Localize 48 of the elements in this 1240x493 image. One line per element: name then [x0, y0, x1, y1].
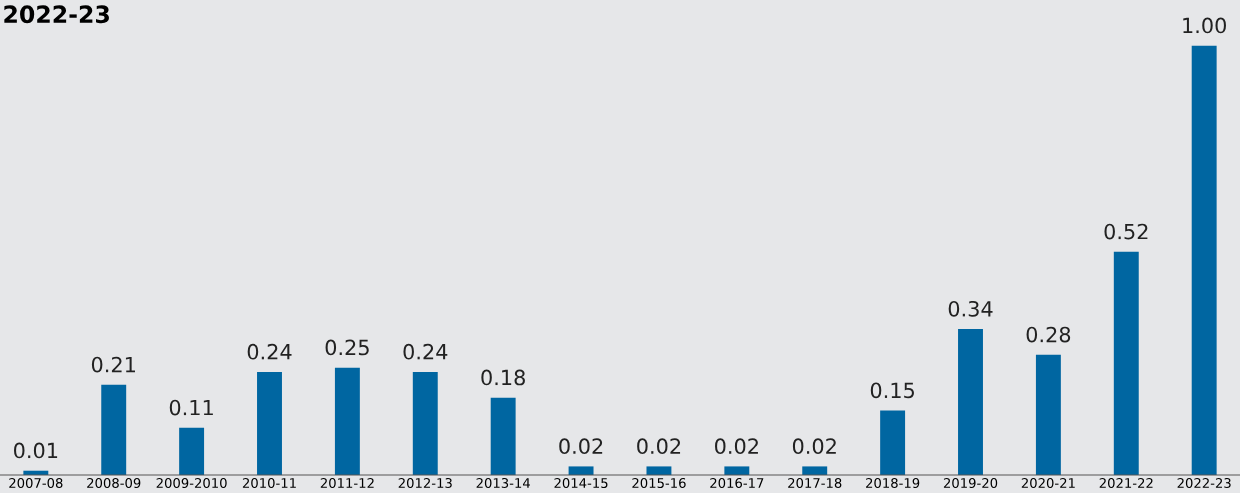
chart-title: 2022-23: [4, 5, 109, 24]
x-tick-label: 2017-18: [788, 478, 842, 488]
data-label: 1.00: [1183, 17, 1226, 34]
x-tick-label: 2011-12: [320, 478, 374, 488]
data-label: 0.02: [792, 438, 836, 455]
bar: [646, 466, 672, 475]
bar: [257, 371, 282, 475]
data-label: 0.28: [1026, 326, 1071, 343]
bar: [724, 466, 750, 475]
x-tick-label: 2022-23: [1177, 478, 1231, 488]
bar: [1035, 354, 1061, 475]
data-label: 0.02: [715, 438, 758, 455]
bar: [1113, 251, 1139, 475]
data-label: 0.02: [559, 438, 603, 455]
data-label: 0.25: [325, 339, 369, 356]
data-label: 0.21: [91, 356, 135, 373]
x-tick-label: 2009-2010: [156, 478, 227, 488]
x-tick-label: 2010-11: [242, 478, 296, 488]
x-tick-label: 2007-08: [9, 478, 63, 488]
bar: [412, 371, 438, 475]
x-tick-label: 2020-21: [1021, 478, 1075, 488]
x-tick-label: 2019-20: [943, 478, 998, 488]
x-tick-label: 2021-22: [1099, 478, 1153, 488]
bar: [1191, 45, 1217, 475]
data-label: 0.52: [1104, 223, 1148, 240]
data-label: 0.18: [481, 369, 525, 386]
x-tick-label: 2016-17: [710, 478, 764, 488]
x-tick-label: 2014-15: [554, 478, 608, 488]
bar: [334, 367, 360, 475]
data-label: 0.02: [637, 438, 681, 455]
x-tick-label: 2015-16: [632, 478, 686, 488]
x-tick-label: 2013-14: [476, 478, 530, 488]
bar: [101, 384, 127, 475]
data-label: 0.15: [870, 382, 914, 399]
bar: [958, 329, 983, 475]
data-label: 0.01: [14, 442, 58, 459]
bar: [802, 466, 828, 475]
bar: [490, 397, 516, 475]
data-label: 0.24: [247, 343, 292, 360]
bar: [568, 466, 594, 475]
data-label: 0.11: [169, 399, 213, 416]
x-tick-label: 2018-19: [866, 478, 920, 488]
x-tick-label: 2008-09: [87, 478, 141, 488]
bar: [179, 427, 205, 475]
x-tick-label: 2012-13: [398, 478, 452, 488]
data-label: 0.34: [948, 300, 993, 317]
bar: [880, 410, 906, 475]
data-label: 0.24: [403, 343, 448, 360]
